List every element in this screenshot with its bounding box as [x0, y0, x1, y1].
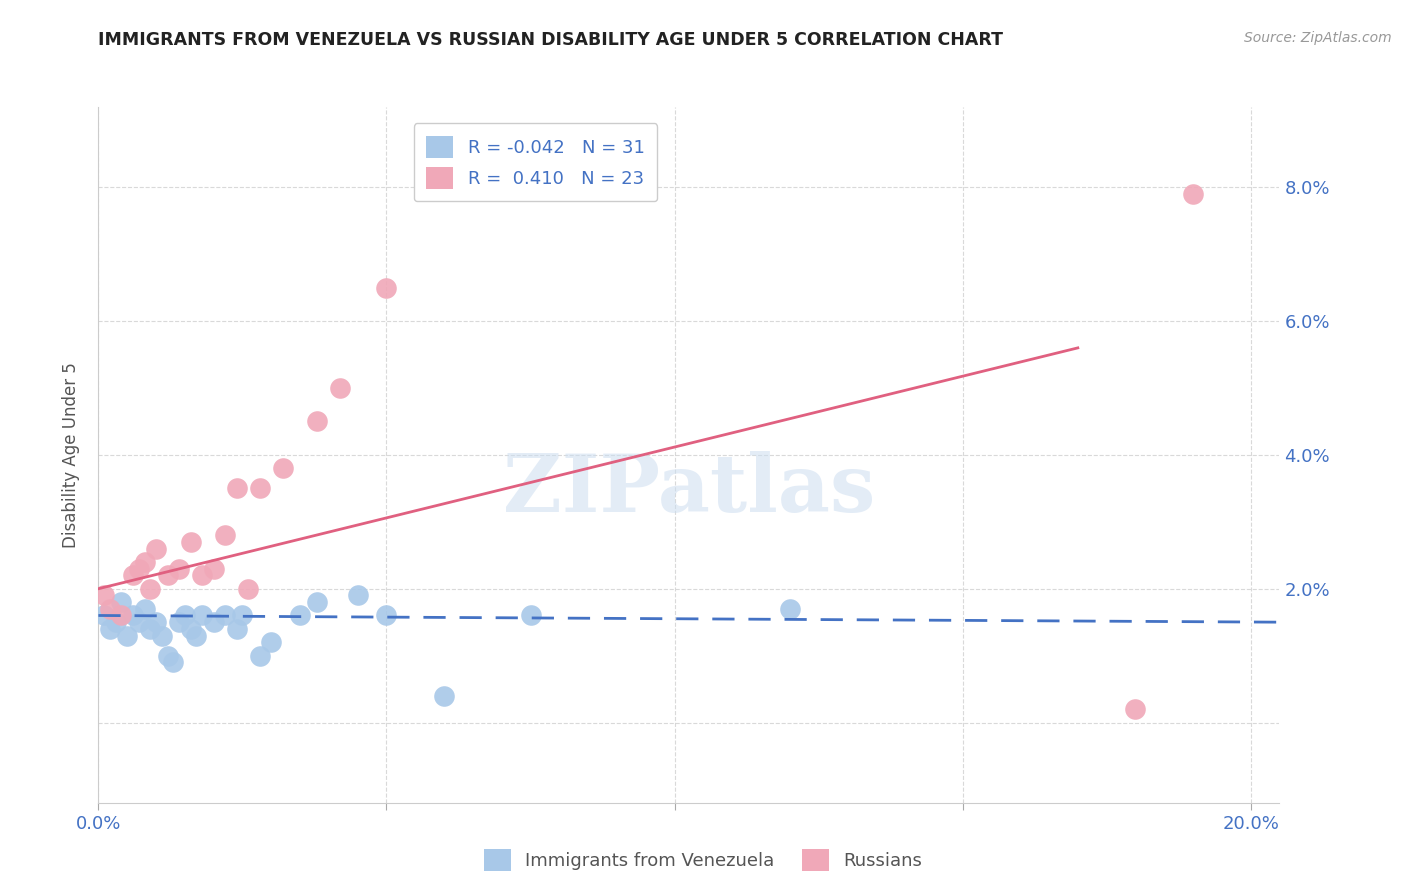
Point	[98, 622, 121, 636]
Point	[249, 648, 271, 663]
Point	[115, 628, 138, 642]
Point	[156, 568, 179, 582]
Point	[110, 595, 132, 609]
Point	[180, 622, 202, 636]
Legend: Immigrants from Venezuela, Russians: Immigrants from Venezuela, Russians	[477, 842, 929, 879]
Point	[139, 582, 162, 596]
Point	[156, 648, 179, 663]
Point	[98, 602, 121, 616]
Point	[288, 608, 311, 623]
Legend: R = -0.042   N = 31, R =  0.410   N = 23: R = -0.042 N = 31, R = 0.410 N = 23	[413, 123, 657, 202]
Point	[191, 568, 214, 582]
Point	[307, 595, 329, 609]
Point	[145, 541, 167, 556]
Point	[145, 615, 167, 630]
Text: IMMIGRANTS FROM VENEZUELA VS RUSSIAN DISABILITY AGE UNDER 5 CORRELATION CHART: IMMIGRANTS FROM VENEZUELA VS RUSSIAN DIS…	[98, 31, 1004, 49]
Point	[104, 615, 127, 630]
Point	[307, 414, 329, 429]
Point	[519, 608, 541, 623]
Point	[433, 689, 456, 703]
Point	[167, 562, 190, 576]
Point	[231, 608, 253, 623]
Point	[260, 635, 283, 649]
Point	[214, 608, 236, 623]
Point	[1182, 187, 1205, 202]
Point	[375, 608, 398, 623]
Point	[139, 622, 162, 636]
Point	[202, 562, 225, 576]
Y-axis label: Disability Age Under 5: Disability Age Under 5	[62, 362, 80, 548]
Point	[180, 534, 202, 549]
Point	[93, 589, 115, 603]
Point	[375, 280, 398, 294]
Point	[162, 655, 184, 669]
Point	[186, 628, 208, 642]
Point	[150, 628, 173, 642]
Point	[191, 608, 214, 623]
Point	[271, 461, 294, 475]
Point	[173, 608, 195, 623]
Text: Source: ZipAtlas.com: Source: ZipAtlas.com	[1244, 31, 1392, 45]
Point	[134, 555, 156, 569]
Point	[1125, 702, 1147, 716]
Point	[122, 568, 145, 582]
Point	[238, 582, 260, 596]
Point	[225, 622, 247, 636]
Point	[134, 602, 156, 616]
Point	[249, 482, 271, 496]
Point	[214, 528, 236, 542]
Point	[167, 615, 190, 630]
Point	[93, 608, 115, 623]
Point	[202, 615, 225, 630]
Point	[346, 589, 368, 603]
Point	[779, 602, 801, 616]
Point	[110, 608, 132, 623]
Point	[122, 608, 145, 623]
Point	[128, 615, 150, 630]
Point	[128, 562, 150, 576]
Point	[225, 482, 247, 496]
Point	[329, 381, 352, 395]
Text: ZIPatlas: ZIPatlas	[503, 450, 875, 529]
